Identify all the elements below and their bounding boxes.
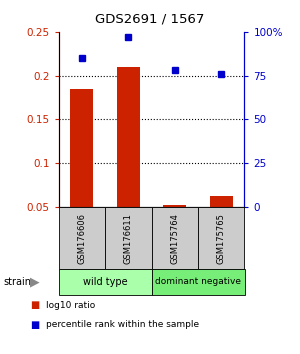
Text: ■: ■ xyxy=(30,320,39,330)
Text: ■: ■ xyxy=(30,300,39,310)
Text: GSM176606: GSM176606 xyxy=(77,212,86,264)
Bar xyxy=(210,196,233,207)
Text: GSM175764: GSM175764 xyxy=(170,213,179,263)
Text: log10 ratio: log10 ratio xyxy=(46,301,96,310)
Bar xyxy=(70,89,93,207)
Bar xyxy=(163,205,186,207)
Bar xyxy=(117,67,140,207)
Text: ▶: ▶ xyxy=(30,275,39,288)
Text: strain: strain xyxy=(3,277,31,287)
Text: dominant negative: dominant negative xyxy=(155,277,241,286)
Text: percentile rank within the sample: percentile rank within the sample xyxy=(46,320,200,329)
Text: GSM176611: GSM176611 xyxy=(124,213,133,263)
Text: wild type: wild type xyxy=(83,277,127,287)
Text: GSM175765: GSM175765 xyxy=(217,213,226,263)
Text: GDS2691 / 1567: GDS2691 / 1567 xyxy=(95,12,205,25)
